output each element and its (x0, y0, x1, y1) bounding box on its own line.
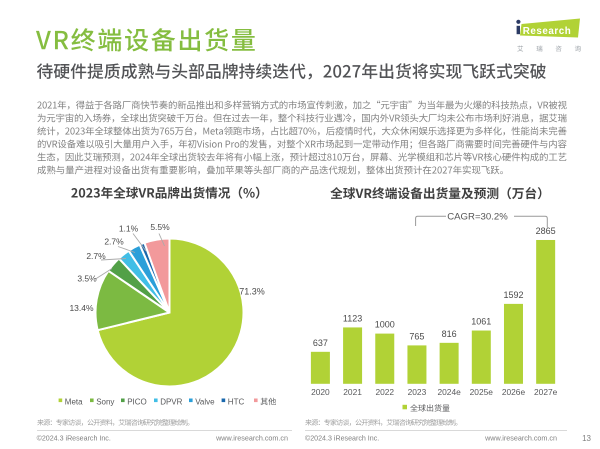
svg-text:2.7%: 2.7% (86, 251, 106, 261)
svg-text:765: 765 (409, 331, 424, 341)
svg-text:2021: 2021 (343, 387, 362, 397)
svg-text:©2024.3 iResearch Inc.: ©2024.3 iResearch Inc. (37, 435, 111, 443)
svg-text:1061: 1061 (471, 317, 491, 327)
svg-text:www.iresearch.com.cn: www.iresearch.com.cn (484, 434, 557, 443)
svg-text:2024e: 2024e (437, 387, 461, 397)
svg-text:Research: Research (523, 26, 572, 37)
svg-text:5.5%: 5.5% (150, 222, 170, 232)
svg-text:2022: 2022 (375, 387, 394, 397)
svg-text:2026e: 2026e (502, 387, 526, 397)
svg-text:www.iresearch.com.cn: www.iresearch.com.cn (215, 434, 288, 443)
svg-text:DPVR: DPVR (160, 398, 182, 407)
svg-text:2027e: 2027e (534, 387, 558, 397)
svg-text:2865: 2865 (536, 226, 556, 236)
svg-text:3.5%: 3.5% (77, 274, 97, 284)
svg-text:1592: 1592 (503, 290, 523, 300)
svg-text:1123: 1123 (343, 313, 362, 323)
svg-text:2025e: 2025e (470, 387, 494, 397)
svg-text:13: 13 (582, 434, 591, 443)
svg-text:637: 637 (313, 338, 328, 348)
svg-text:Sony: Sony (96, 398, 114, 407)
svg-text:2023: 2023 (408, 387, 427, 397)
svg-text:71.3%: 71.3% (239, 287, 265, 297)
svg-text:816: 816 (442, 329, 457, 339)
svg-text:Meta: Meta (65, 398, 83, 407)
svg-text:PICO: PICO (127, 398, 147, 407)
svg-text:©2024.3 iResearch Inc.: ©2024.3 iResearch Inc. (305, 435, 379, 443)
svg-text:2020: 2020 (311, 387, 330, 397)
svg-text:2.7%: 2.7% (104, 237, 124, 247)
svg-text:HTC: HTC (228, 398, 245, 407)
svg-text:1000: 1000 (375, 320, 395, 330)
svg-text:1.1%: 1.1% (119, 224, 139, 234)
svg-text:CAGR=30.2%: CAGR=30.2% (447, 212, 508, 223)
svg-text:Valve: Valve (195, 398, 215, 407)
svg-text:13.4%: 13.4% (69, 303, 94, 313)
